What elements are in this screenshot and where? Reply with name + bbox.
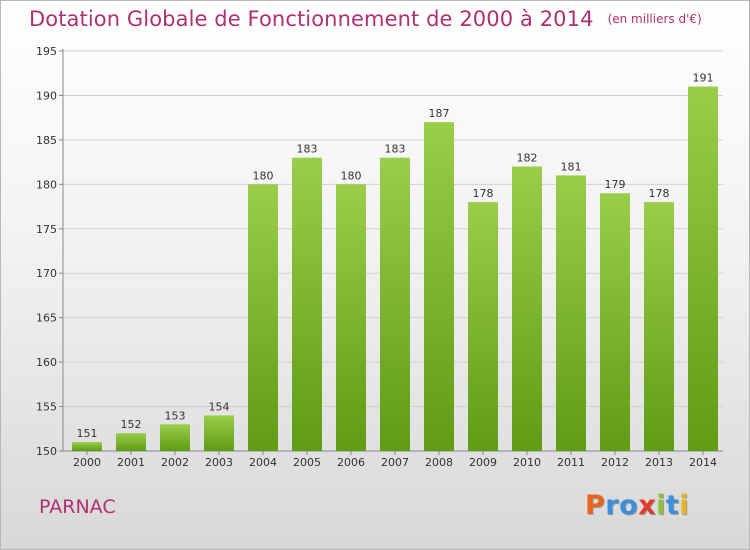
x-tick-label: 2005 — [293, 456, 321, 469]
x-tick-label: 2006 — [337, 456, 365, 469]
x-tick-label: 2014 — [689, 456, 717, 469]
bar — [204, 415, 234, 451]
data-label: 153 — [165, 409, 186, 422]
bar — [644, 202, 674, 451]
bar — [556, 175, 586, 451]
data-label: 180 — [341, 169, 362, 182]
bar — [380, 157, 410, 451]
logo-letter: o — [619, 490, 639, 521]
chart-title: Dotation Globale de Fonctionnement de 20… — [29, 7, 702, 31]
bar — [292, 157, 322, 451]
logo-letter: P — [585, 490, 606, 521]
x-tick-label: 2001 — [117, 456, 145, 469]
x-tick-label: 2012 — [601, 456, 629, 469]
logo-letter: i — [656, 490, 666, 521]
x-tick-label: 2008 — [425, 456, 453, 469]
y-tick-label: 155 — [36, 401, 57, 414]
bar — [424, 122, 454, 451]
y-tick-label: 195 — [36, 45, 57, 58]
proxiti-logo[interactable]: Proxiti — [585, 490, 689, 521]
bar — [116, 433, 146, 451]
data-labels: 151 152 153 154 180 183 180 183 187 178 182 181 179 1… — [77, 72, 714, 441]
data-label: 154 — [209, 400, 230, 413]
data-label: 183 — [385, 143, 406, 156]
x-tick-label: 2011 — [557, 456, 585, 469]
y-tick-label: 160 — [36, 356, 57, 369]
data-label: 182 — [517, 152, 538, 165]
y-tick-label: 165 — [36, 312, 57, 325]
x-tick-label: 2000 — [73, 456, 101, 469]
y-tick-label: 190 — [36, 89, 57, 102]
commune-name: PARNAC — [39, 496, 116, 518]
unit-note: (en milliers d'€) — [607, 12, 702, 26]
data-label: 179 — [605, 178, 626, 191]
data-label: 178 — [649, 187, 670, 200]
y-tick-label: 180 — [36, 178, 57, 191]
logo-letter: t — [665, 490, 680, 521]
bar — [72, 442, 102, 451]
y-tick-label: 150 — [36, 445, 57, 458]
bar — [336, 184, 366, 452]
data-label: 151 — [77, 427, 98, 440]
logo-letter: i — [679, 490, 690, 521]
x-tick-label: 2007 — [381, 456, 409, 469]
y-tick-label: 170 — [36, 267, 57, 280]
bar — [688, 86, 718, 452]
data-label: 178 — [473, 187, 494, 200]
bar — [160, 424, 190, 451]
y-tick-label: 175 — [36, 223, 57, 236]
data-label: 181 — [561, 160, 582, 173]
data-label: 180 — [253, 169, 274, 182]
y-tick-labels: 150 155 160 165 170 175 180 185 190 195 — [36, 45, 57, 458]
logo-letter: r — [605, 490, 620, 521]
bar — [600, 193, 630, 451]
chart-title-text: Dotation Globale de Fonctionnement de 20… — [29, 7, 594, 31]
data-label: 183 — [297, 143, 318, 156]
x-tick-label: 2013 — [645, 456, 673, 469]
bar — [512, 166, 542, 452]
logo-letter: x — [638, 490, 657, 521]
x-tick-labels: 2000 2001 2002 2003 2004 2005 2006 2007 2008 2009… — [73, 456, 717, 469]
x-tick-label: 2003 — [205, 456, 233, 469]
x-tick-label: 2002 — [161, 456, 189, 469]
bar — [248, 184, 278, 452]
data-label: 152 — [121, 418, 142, 431]
x-tick-label: 2004 — [249, 456, 277, 469]
bars — [72, 86, 718, 452]
y-tick-label: 185 — [36, 134, 57, 147]
x-tick-label: 2009 — [469, 456, 497, 469]
data-label: 191 — [693, 72, 714, 85]
bar — [468, 202, 498, 451]
data-label: 187 — [429, 107, 450, 120]
x-tick-label: 2010 — [513, 456, 541, 469]
